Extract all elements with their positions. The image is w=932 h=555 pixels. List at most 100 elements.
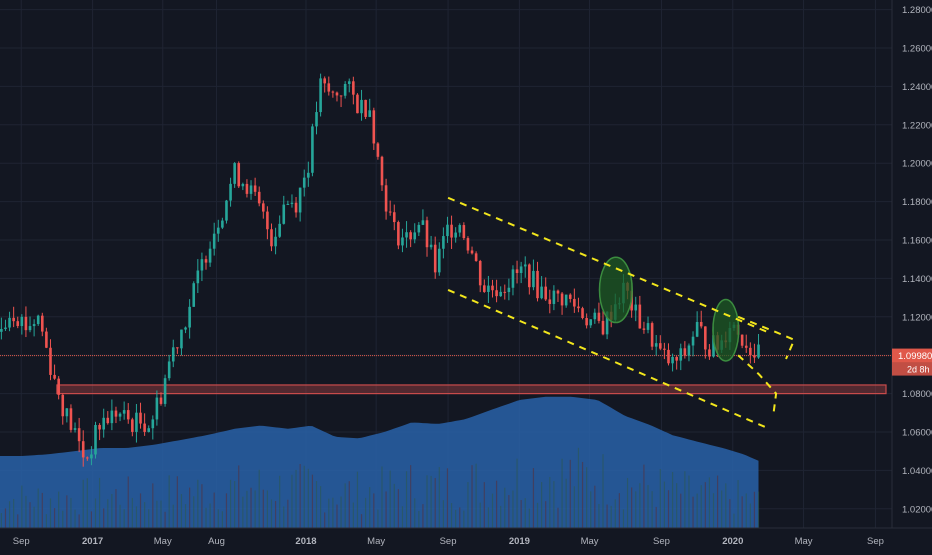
candle-up[interactable] [73, 428, 77, 430]
candle-up[interactable] [118, 413, 122, 417]
candle-up[interactable] [171, 347, 175, 362]
candle-up[interactable] [671, 356, 674, 364]
candle-up[interactable] [155, 397, 159, 420]
candle-down[interactable] [270, 229, 273, 247]
candle-up[interactable] [188, 306, 191, 328]
candle-down[interactable] [53, 374, 56, 379]
candle-down[interactable] [483, 285, 486, 292]
candle-up[interactable] [368, 110, 372, 117]
candle-up[interactable] [454, 232, 457, 238]
candle-down[interactable] [581, 308, 584, 319]
candle-down[interactable] [81, 441, 85, 458]
candle-down[interactable] [699, 321, 703, 327]
candle-up[interactable] [654, 343, 658, 347]
candle-up[interactable] [167, 361, 171, 379]
candle-down[interactable] [573, 298, 576, 307]
candle-up[interactable] [0, 329, 3, 332]
candle-down[interactable] [266, 211, 269, 230]
candle-up[interactable] [413, 232, 417, 240]
candle-up[interactable] [437, 248, 441, 273]
candle-up[interactable] [225, 200, 228, 221]
candle-up[interactable] [507, 287, 511, 293]
candle-down[interactable] [466, 238, 470, 251]
candle-down[interactable] [335, 92, 339, 96]
projection-lower-path[interactable] [737, 354, 778, 417]
projection-upper-path[interactable] [737, 315, 796, 360]
candle-down[interactable] [425, 220, 429, 248]
candle-down[interactable] [204, 259, 208, 263]
candle-down[interactable] [388, 211, 392, 213]
candle-up[interactable] [458, 225, 462, 233]
candle-up[interactable] [646, 323, 650, 330]
candle-down[interactable] [12, 317, 15, 322]
candle-down[interactable] [40, 315, 44, 332]
candle-up[interactable] [552, 290, 556, 304]
candle-up[interactable] [274, 236, 277, 247]
candle-down[interactable] [114, 410, 118, 417]
candle-up[interactable] [221, 220, 224, 228]
candle-down[interactable] [69, 408, 73, 430]
candle-down[interactable] [380, 156, 384, 186]
candle-up[interactable] [36, 315, 40, 325]
candle-down[interactable] [478, 260, 482, 286]
candle-up[interactable] [519, 266, 523, 274]
candle-down[interactable] [237, 163, 241, 187]
candle-up[interactable] [695, 321, 699, 337]
candle-down[interactable] [462, 225, 466, 239]
candle-down[interactable] [650, 323, 654, 347]
candle-down[interactable] [77, 428, 81, 442]
candle-down[interactable] [106, 417, 110, 424]
candle-up[interactable] [102, 417, 105, 430]
candle-down[interactable] [744, 345, 748, 348]
candle-down[interactable] [372, 110, 376, 144]
candle-down[interactable] [577, 306, 580, 309]
candle-up[interactable] [90, 454, 93, 459]
candle-up[interactable] [147, 428, 151, 432]
candle-down[interactable] [294, 202, 298, 213]
candle-down[interactable] [392, 212, 396, 223]
candle-down[interactable] [397, 222, 400, 246]
candle-up[interactable] [122, 410, 126, 414]
candle-down[interactable] [24, 316, 28, 331]
candle-up[interactable] [298, 187, 302, 213]
candle-down[interactable] [86, 457, 89, 459]
candle-up[interactable] [94, 424, 97, 455]
candle-up[interactable] [343, 83, 347, 96]
candle-up[interactable] [360, 99, 363, 114]
candle-up[interactable] [540, 286, 543, 299]
candle-up[interactable] [286, 203, 290, 205]
candle-up[interactable] [429, 244, 433, 248]
candle-down[interactable] [245, 183, 249, 194]
candle-up[interactable] [184, 327, 187, 330]
candle-up[interactable] [401, 237, 404, 246]
candle-up[interactable] [216, 227, 220, 234]
candle-down[interactable] [658, 343, 662, 349]
candle-up[interactable] [687, 345, 691, 356]
candle-down[interactable] [556, 290, 560, 294]
candle-up[interactable] [135, 412, 138, 432]
candle-up[interactable] [307, 172, 310, 178]
candle-up[interactable] [589, 319, 593, 326]
candle-down[interactable] [675, 356, 678, 361]
candle-up[interactable] [180, 329, 183, 349]
candle-up[interactable] [311, 126, 314, 173]
candle-up[interactable] [442, 236, 445, 249]
candle-up[interactable] [163, 378, 167, 404]
candle-down[interactable] [139, 412, 142, 424]
candle-down[interactable] [384, 185, 388, 212]
candle-down[interactable] [642, 328, 646, 330]
candle-down[interactable] [45, 331, 48, 348]
candle-up[interactable] [65, 408, 69, 417]
candle-up[interactable] [196, 270, 200, 284]
candle-down[interactable] [495, 290, 498, 297]
candle-down[interactable] [356, 94, 359, 114]
candle-up[interactable] [421, 220, 425, 225]
candle-down[interactable] [536, 270, 539, 299]
candle-down[interactable] [491, 285, 494, 291]
candle-up[interactable] [233, 163, 236, 184]
candle-up[interactable] [319, 78, 322, 113]
candle-up[interactable] [302, 177, 306, 188]
candle-down[interactable] [515, 269, 519, 274]
candle-up[interactable] [564, 294, 568, 306]
candle-up[interactable] [347, 81, 351, 84]
